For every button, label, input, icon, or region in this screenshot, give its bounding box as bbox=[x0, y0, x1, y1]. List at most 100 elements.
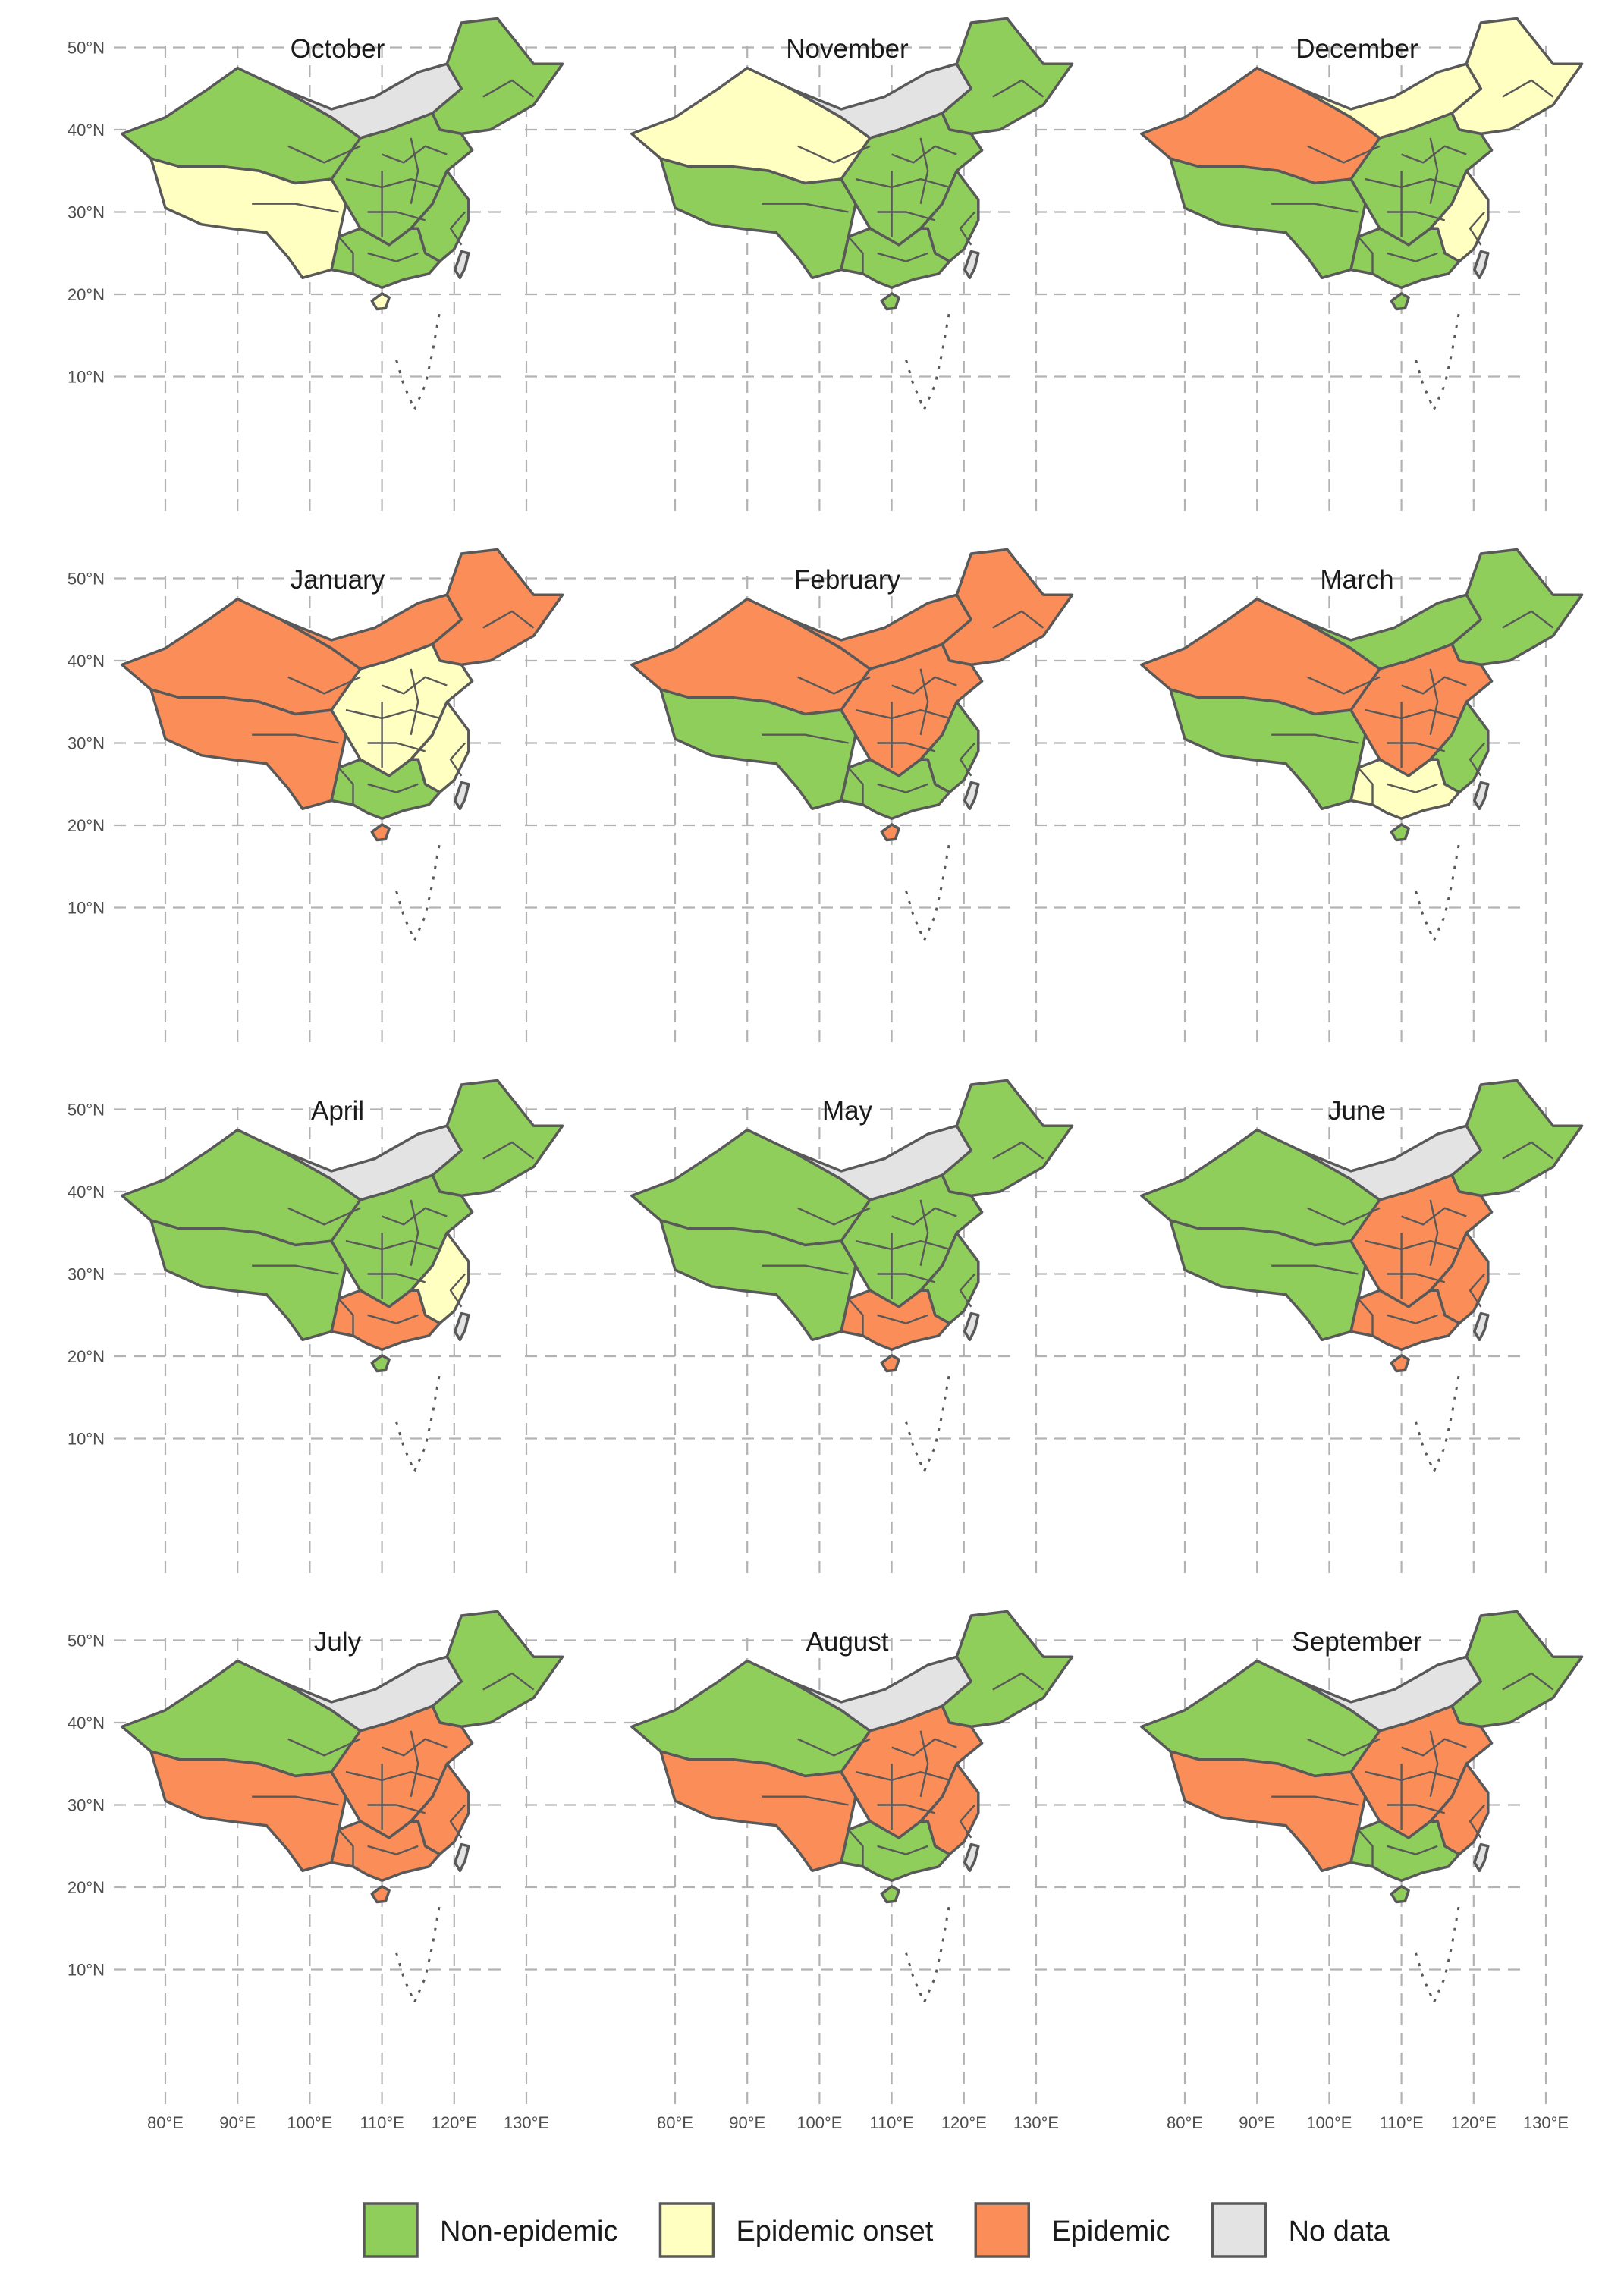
lat-tick-label: 30°N bbox=[68, 203, 105, 222]
lat-tick-label: 10°N bbox=[68, 1430, 105, 1449]
province-border bbox=[482, 610, 535, 629]
province-border bbox=[252, 1264, 339, 1275]
province-border bbox=[410, 137, 419, 204]
province-border bbox=[919, 668, 929, 735]
lon-tick-label: 110°E bbox=[869, 2113, 914, 2132]
province-border bbox=[367, 252, 419, 262]
province-border bbox=[877, 1314, 928, 1324]
province-border bbox=[1387, 211, 1446, 221]
province-border bbox=[367, 211, 426, 221]
lat-tick-label: 50°N bbox=[68, 570, 105, 589]
region-northeast bbox=[1450, 1079, 1584, 1198]
south-china-sea-islands bbox=[1415, 1903, 1461, 2006]
lat-tick-label: 10°N bbox=[68, 899, 105, 918]
province-border bbox=[877, 1845, 928, 1855]
china-map bbox=[630, 548, 1074, 944]
china-map bbox=[630, 1079, 1074, 1475]
region-hainan bbox=[880, 1354, 900, 1373]
province-border bbox=[482, 1141, 535, 1160]
legend-item-non-epidemic: Non-epidemic bbox=[363, 2202, 617, 2258]
lon-tick-label: 110°E bbox=[1379, 2113, 1424, 2132]
province-border bbox=[919, 137, 929, 204]
province-border bbox=[345, 708, 441, 720]
lon-tick-label: 90°E bbox=[729, 2113, 765, 2132]
province-border bbox=[338, 1298, 354, 1335]
lat-tick-label: 40°N bbox=[68, 121, 105, 140]
province-border bbox=[959, 1273, 976, 1308]
china-map bbox=[630, 17, 1074, 413]
map-panel-august: August 80°E 90°E 100°E 110°E 120°E 130°E bbox=[525, 1610, 1074, 2132]
legend-swatch bbox=[363, 2202, 419, 2258]
panel-title: September bbox=[1292, 1627, 1422, 1657]
region-taiwan bbox=[454, 1311, 470, 1342]
province-border bbox=[1502, 610, 1554, 629]
region-hainan bbox=[1390, 292, 1410, 311]
lat-tick-label: 50°N bbox=[68, 39, 105, 58]
panel-grid: October 10°N 20°N 30°N 40°N 50°N November Decem… bbox=[68, 17, 1584, 2132]
region-taiwan bbox=[963, 781, 980, 811]
province-border bbox=[482, 79, 535, 98]
lat-tick-label: 40°N bbox=[68, 1183, 105, 1201]
lat-tick-label: 30°N bbox=[68, 1265, 105, 1284]
region-hainan bbox=[370, 1354, 391, 1373]
province-border bbox=[449, 211, 466, 246]
lat-tick-label: 20°N bbox=[68, 285, 105, 304]
lon-tick-label: 110°E bbox=[360, 2113, 404, 2132]
lon-tick-label: 90°E bbox=[1239, 2113, 1275, 2132]
province-border bbox=[855, 1239, 950, 1251]
province-border bbox=[1307, 676, 1381, 695]
province-border bbox=[1271, 1264, 1359, 1275]
south-china-sea-islands bbox=[905, 1903, 951, 2006]
province-border bbox=[855, 177, 950, 189]
china-map bbox=[121, 17, 564, 413]
province-border bbox=[797, 676, 871, 695]
province-border bbox=[1429, 1199, 1439, 1266]
province-border bbox=[338, 767, 354, 804]
map-panel-april: April 10°N 20°N 30°N 40°N 50°N bbox=[68, 1079, 564, 1578]
lon-tick-label: 80°E bbox=[147, 2113, 184, 2132]
province-border bbox=[252, 733, 339, 744]
province-border bbox=[847, 236, 864, 273]
map-panel-may: May bbox=[525, 1079, 1074, 1578]
province-border bbox=[1387, 1273, 1446, 1283]
province-border bbox=[367, 1314, 419, 1324]
province-border bbox=[338, 236, 354, 273]
province-border bbox=[287, 676, 361, 695]
province-border bbox=[992, 79, 1044, 98]
lat-tick-label: 40°N bbox=[68, 1713, 105, 1732]
lat-tick-label: 30°N bbox=[68, 734, 105, 753]
lat-tick-label: 30°N bbox=[68, 1796, 105, 1815]
region-hainan bbox=[370, 823, 391, 842]
region-northeast bbox=[1450, 1610, 1584, 1729]
province-border bbox=[762, 733, 849, 744]
south-china-sea-islands bbox=[1415, 310, 1461, 413]
legend-swatch bbox=[658, 2202, 715, 2258]
province-border bbox=[449, 1804, 466, 1839]
province-border bbox=[367, 783, 419, 793]
map-panel-october: October 10°N 20°N 30°N 40°N 50°N bbox=[68, 17, 564, 516]
panel-title: February bbox=[794, 565, 901, 595]
lat-tick-label: 50°N bbox=[68, 1101, 105, 1120]
province-border bbox=[410, 668, 419, 735]
panel-title: November bbox=[786, 34, 909, 64]
province-border bbox=[797, 1207, 871, 1226]
province-border bbox=[1387, 1314, 1438, 1324]
map-panel-january: January 10°N 20°N 30°N 40°N 50°N bbox=[68, 548, 564, 1047]
map-panel-june: June bbox=[1035, 1079, 1584, 1578]
region-northeast bbox=[431, 548, 564, 667]
province-border bbox=[1365, 177, 1460, 189]
lon-tick-label: 120°E bbox=[1451, 2113, 1497, 2132]
province-border bbox=[855, 1770, 950, 1782]
lon-tick-label: 80°E bbox=[657, 2113, 693, 2132]
legend-label: Epidemic bbox=[1051, 2216, 1170, 2247]
province-border bbox=[287, 1738, 361, 1757]
province-border bbox=[1469, 742, 1486, 777]
province-border bbox=[1357, 1298, 1374, 1335]
lon-tick-label: 80°E bbox=[1167, 2113, 1203, 2132]
panel-title: July bbox=[314, 1627, 362, 1657]
legend-label: No data bbox=[1289, 2216, 1390, 2247]
province-border bbox=[847, 1829, 864, 1866]
region-hainan bbox=[880, 292, 900, 311]
province-border bbox=[959, 1804, 976, 1839]
province-border bbox=[1429, 668, 1439, 735]
